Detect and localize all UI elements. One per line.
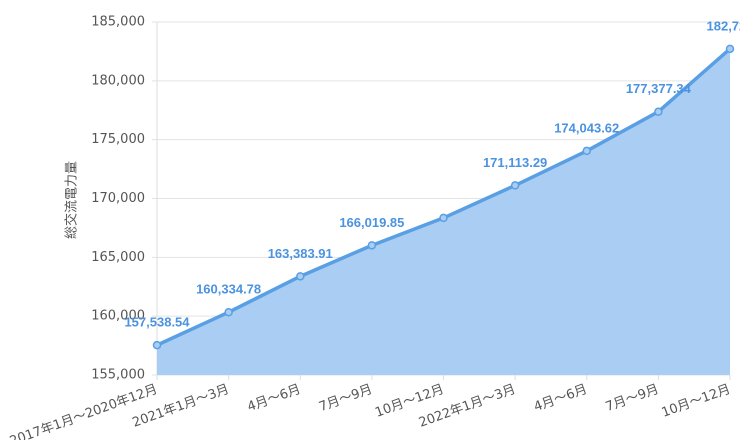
- y-tick-label: 185,000: [91, 15, 145, 30]
- value-label: 174,043.62: [554, 120, 619, 135]
- point: [654, 107, 663, 116]
- x-tick-label: 7月～9月: [317, 382, 374, 415]
- y-tick-label: 165,000: [91, 250, 145, 265]
- point: [439, 213, 448, 223]
- point: [367, 241, 377, 250]
- y-tick-label: 170,000: [91, 191, 145, 206]
- area-fill: [157, 48, 730, 375]
- value-label: 171,113.29: [483, 155, 547, 170]
- value-label: 160,334.78: [196, 282, 261, 297]
- x-tick-label: 4月～6月: [532, 382, 589, 415]
- x-tick-label: 7月～9月: [604, 382, 661, 415]
- y-axis-label: 総交流電力量: [64, 161, 80, 239]
- y-tick-label: 155,000: [91, 368, 145, 383]
- x-tick-label: 2017年1月～2020年12月: [8, 382, 160, 440]
- value-label: 157,538.54: [124, 315, 190, 330]
- point: [224, 307, 233, 317]
- point: [582, 146, 591, 156]
- x-tick-label: 4月～6月: [245, 382, 302, 415]
- point: [725, 44, 735, 54]
- value-label: 166,019.85: [339, 215, 404, 230]
- value-label: 182,720: [707, 18, 740, 33]
- point: [510, 181, 520, 190]
- y-tick-label: 175,000: [91, 132, 145, 147]
- y-tick-label: 160,000: [91, 309, 145, 324]
- value-label: 163,383.91: [268, 246, 333, 261]
- point: [296, 272, 305, 281]
- x-tick-label: 10月～12月: [660, 382, 733, 421]
- y-tick-label: 180,000: [91, 73, 145, 88]
- point: [152, 340, 162, 350]
- value-label: 177,377.34: [626, 81, 692, 96]
